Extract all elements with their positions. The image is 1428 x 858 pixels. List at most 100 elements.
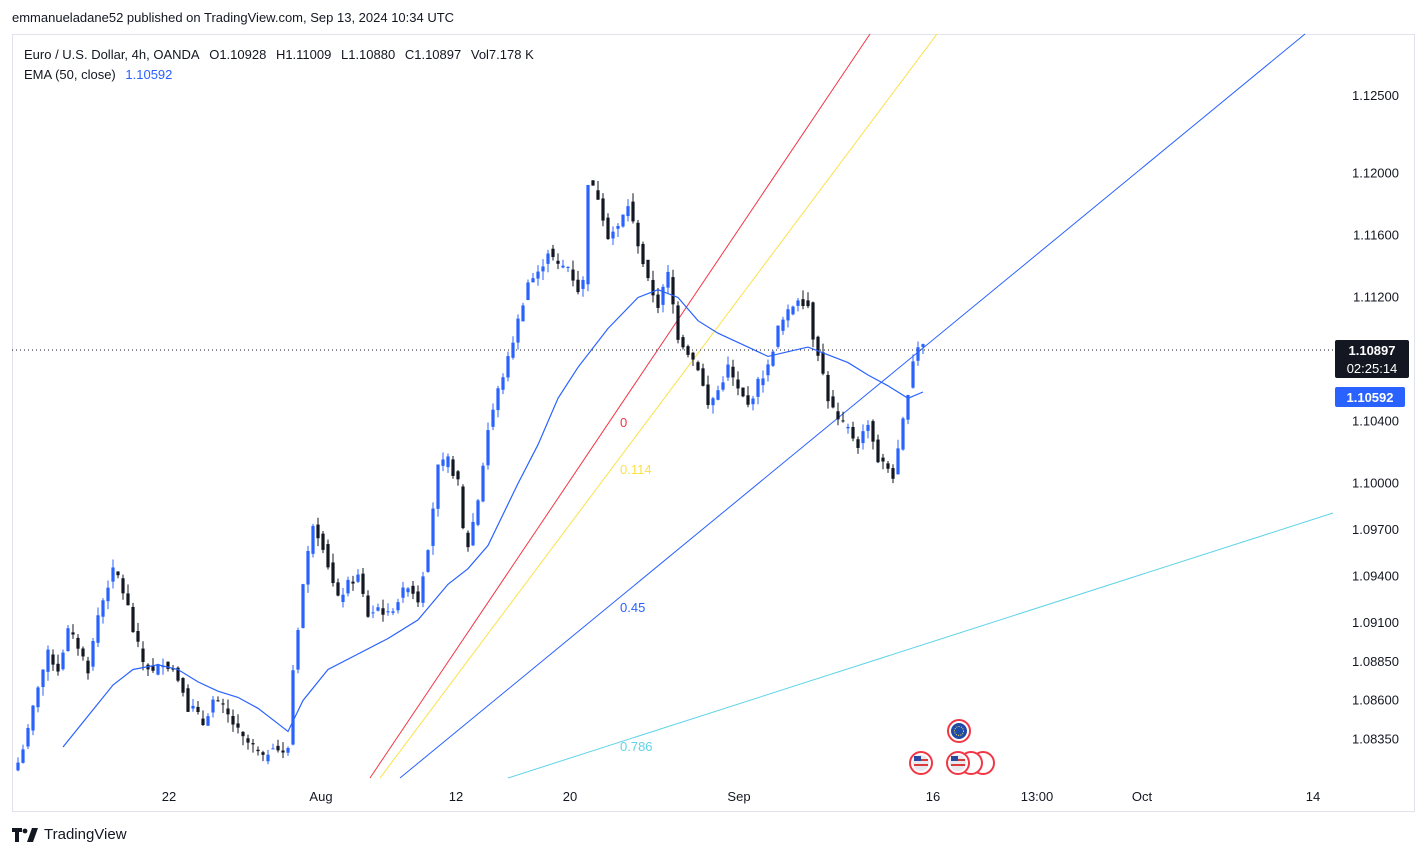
ema-label[interactable]: EMA (50, close) (24, 67, 116, 82)
candle-body (51, 654, 55, 665)
candle-body (71, 632, 75, 635)
us-flag-icon[interactable] (909, 751, 933, 775)
candle-body (476, 500, 480, 525)
candle-body (396, 602, 400, 611)
candle-body (406, 588, 410, 593)
candle-body (56, 663, 60, 672)
candle-body (336, 582, 340, 596)
candle-body (206, 716, 210, 726)
candle-body (186, 688, 190, 712)
candle-body (281, 750, 285, 753)
fib-line-0786[interactable] (507, 512, 1334, 779)
candle-body (161, 666, 165, 668)
candle-body (81, 648, 85, 657)
candle-body (291, 670, 295, 745)
x-tick-label: 22 (162, 789, 176, 804)
candle-body (676, 305, 680, 340)
candle-body (801, 299, 805, 306)
candle-body (261, 752, 265, 755)
candle-body (66, 628, 70, 652)
candle-body (486, 430, 490, 466)
candle-body (246, 738, 250, 743)
candle-body (266, 754, 270, 762)
candle-body (181, 678, 185, 693)
candle-body (626, 206, 630, 217)
candle-body (91, 641, 95, 667)
candle-body (726, 364, 730, 378)
candle-body (821, 352, 825, 374)
candle-body (596, 190, 600, 200)
candle-body (561, 265, 565, 268)
eu-flag-icon[interactable] (947, 719, 971, 743)
bar-countdown: 02:25:14 (1347, 361, 1398, 376)
footer-brand-label: TradingView (44, 826, 127, 843)
fib-labels: 0 0.114 0.45 0.786 (620, 415, 653, 754)
candle-body (831, 396, 835, 408)
candle-body (411, 585, 415, 594)
candle-body (671, 277, 675, 305)
candle-body (906, 395, 910, 420)
candle-body (611, 231, 615, 239)
candle-body (441, 459, 445, 466)
y-tick-label: 1.11200 (1353, 290, 1399, 305)
candle-body (791, 306, 795, 315)
candle-body (201, 718, 205, 726)
candle-body (211, 699, 215, 713)
y-tick-label: 1.11600 (1353, 228, 1399, 243)
candle-body (76, 637, 80, 649)
candle-body (326, 544, 330, 568)
candle-body (306, 551, 310, 585)
candle-body (651, 279, 655, 296)
time-axis[interactable]: 22 Aug 12 20 Sep 16 13:00 Oct 14 (162, 789, 1320, 804)
candle-body (621, 214, 625, 227)
low-value: L1.10880 (340, 47, 396, 62)
fib-label-0786: 0.786 (620, 739, 653, 754)
candle-body (836, 411, 840, 420)
ema-line[interactable] (62, 289, 924, 748)
fib-line-045[interactable] (399, 33, 1306, 779)
candle-body (401, 587, 405, 598)
candle-body (16, 762, 20, 771)
candle-body (416, 591, 420, 603)
candle-body (481, 465, 485, 502)
symbol-label[interactable]: Euro / U.S. Dollar, 4h, OANDA (24, 47, 200, 62)
candle-body (811, 302, 815, 340)
fib-line-0[interactable] (369, 33, 871, 779)
candle-body (521, 305, 525, 322)
candle-body (616, 225, 620, 229)
candle-body (426, 550, 430, 572)
candle-body (796, 300, 800, 306)
publisher-caption: emmanueladane52 published on TradingView… (12, 10, 455, 25)
candle-body (156, 664, 160, 675)
candle-body (681, 337, 685, 348)
fib-line-0114[interactable] (379, 33, 938, 779)
candle-body (506, 356, 510, 378)
economic-events[interactable] (909, 719, 995, 775)
y-tick-label: 1.10000 (1352, 476, 1399, 491)
current-price-label: 1.10897 (1349, 343, 1396, 358)
candle-body (106, 587, 110, 602)
candle-body (641, 243, 645, 265)
fib-label-0114: 0.114 (620, 462, 652, 477)
y-tick-label: 1.09400 (1352, 569, 1399, 584)
candle-body (176, 667, 180, 681)
x-tick-label: Oct (1132, 789, 1153, 804)
ema-price-tag: 1.10592 (1335, 387, 1405, 407)
candle-body (576, 279, 580, 293)
candle-body (131, 606, 135, 633)
candle-body (356, 574, 360, 582)
x-tick-label: 12 (449, 789, 463, 804)
candle-body (461, 486, 465, 529)
candle-body (166, 661, 170, 669)
candle-body (806, 300, 810, 307)
candle-body (551, 248, 555, 257)
tradingview-logo-icon (12, 827, 38, 842)
price-axis[interactable]: 1.12500 1.12000 1.11600 1.11200 1.10400 1.100… (1352, 88, 1399, 746)
fib-label-0: 0 (620, 415, 627, 430)
candle-body (601, 198, 605, 221)
x-tick-label: 16 (926, 789, 940, 804)
us-flag-icon-group[interactable] (946, 751, 995, 775)
candle-body (446, 456, 450, 468)
footer-branding: TradingView (12, 826, 127, 843)
